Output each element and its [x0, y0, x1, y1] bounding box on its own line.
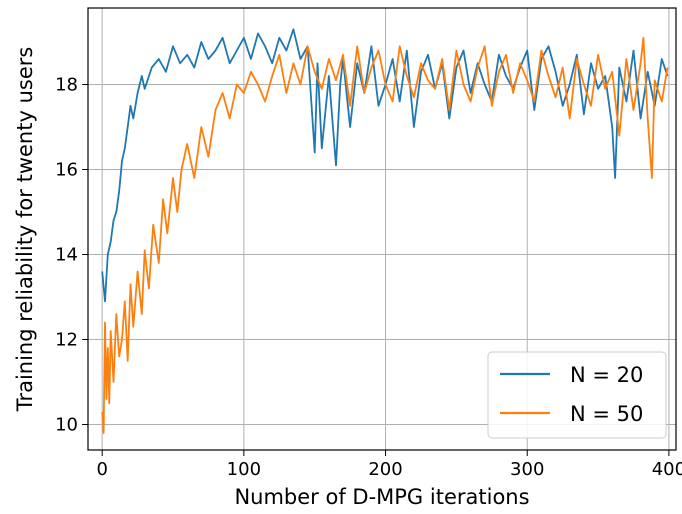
x-tick-label: 0	[96, 459, 107, 480]
ticks: 0 100 200 300 400 10 12 14 16 18	[55, 75, 682, 481]
legend: N = 20 N = 50	[487, 351, 667, 439]
series-layer	[101, 28, 669, 434]
series-line-n20	[101, 28, 669, 303]
series-line-n50	[101, 36, 669, 434]
legend-label-n20: N = 20	[570, 363, 643, 387]
x-tick-label: 200	[368, 459, 402, 480]
x-tick-label: 400	[652, 459, 682, 480]
x-tick-label: 100	[227, 459, 261, 480]
y-tick-label: 10	[55, 415, 78, 436]
x-axis-label: Number of D-MPG iterations	[234, 485, 529, 509]
plot-frame	[87, 7, 677, 451]
legend-label-n50: N = 50	[570, 402, 643, 426]
x-tick-label: 300	[510, 459, 544, 480]
y-tick-label: 16	[55, 160, 78, 181]
y-tick-label: 14	[55, 245, 78, 266]
y-tick-label: 18	[55, 75, 78, 96]
y-tick-label: 12	[55, 330, 78, 351]
y-axis-label: Training reliability for twenty users	[13, 47, 37, 413]
